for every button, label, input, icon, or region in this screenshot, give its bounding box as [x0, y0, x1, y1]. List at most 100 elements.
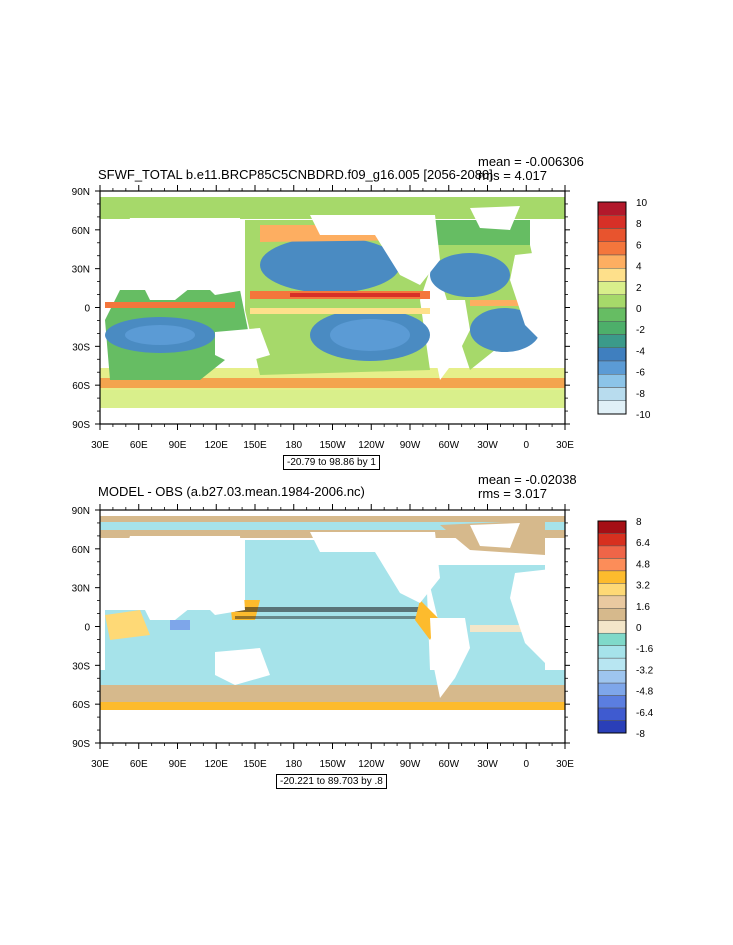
y-tick-label: 60N — [72, 545, 90, 556]
x-tick-label: 90W — [400, 440, 421, 451]
panel-sfwf-total: SFWF_TOTAL b.e11.BRCP85C5CNBDRD.f09_g16.… — [0, 150, 733, 480]
colorbar-swatch — [597, 307, 627, 322]
southern-ocean-rain-band — [100, 378, 565, 388]
y-tick-label: 0 — [84, 623, 90, 634]
x-tick-label: 90E — [169, 759, 187, 770]
south-atlantic-evap — [470, 308, 540, 352]
x-tick-label: 150W — [319, 759, 346, 770]
x-tick-label: 150E — [243, 759, 267, 770]
south-america-land — [430, 300, 470, 380]
x-tick-label: 180 — [285, 759, 302, 770]
colorbar-swatch — [597, 374, 627, 388]
colorbar-swatch — [597, 360, 627, 375]
colorbar-label: 0 — [636, 623, 642, 634]
colorbar-swatch — [597, 281, 627, 295]
x-tick-label: 30E — [556, 440, 574, 451]
greenland-land — [470, 206, 520, 230]
x-tick-label: 120E — [205, 759, 229, 770]
colorbar-swatch — [597, 228, 627, 242]
colorbar-label: 10 — [636, 198, 648, 209]
colorbar-swatch — [597, 657, 627, 671]
x-tick-label: 120W — [358, 440, 385, 451]
colorbar-label: 6.4 — [636, 538, 650, 549]
south-america-land — [430, 618, 470, 698]
contour-lines — [235, 607, 420, 612]
colorbar-swatch — [597, 720, 627, 734]
colorbar-swatch — [597, 533, 627, 547]
panel-title: SFWF_TOTAL b.e11.BRCP85C5CNBDRD.f09_g16.… — [98, 167, 493, 182]
eurasia-land — [120, 536, 245, 620]
y-tick-label: 90S — [72, 420, 90, 431]
x-tick-label: 60W — [438, 440, 459, 451]
colorbar-swatch — [597, 570, 627, 584]
panel-title: MODEL - OBS (a.b27.03.mean.1984-2006.nc) — [98, 484, 365, 499]
antarctica-land — [100, 714, 565, 743]
x-tick-label: 120E — [205, 440, 229, 451]
y-tick-label: 30S — [72, 661, 90, 672]
x-axis: 30E 60E 90E 120E 150E 180 150W 120W 90W 60W 30W 0 30… — [91, 185, 574, 451]
colorbar-label: -8 — [636, 729, 645, 740]
colorbar: 10 8 6 4 2 0 -2 -4 -6 -8 -10 — [597, 198, 651, 421]
colorbar-swatch — [597, 241, 627, 256]
colorbar-swatch — [597, 583, 627, 597]
rms-value: rms = 3.017 — [478, 486, 548, 501]
north-atlantic-evap — [430, 253, 510, 297]
australia-land — [215, 648, 270, 685]
colorbar-label: -6 — [636, 368, 645, 379]
north-pacific-evap — [260, 237, 400, 293]
colorbar-swatch — [597, 695, 627, 709]
colorbar-swatch — [597, 254, 627, 269]
x-axis: 30E 60E 90E 120E 150E 180 150W 120W 90W 60W 30W 0 30… — [91, 504, 574, 770]
y-tick-label: 30N — [72, 584, 90, 595]
y-tick-label: 0 — [84, 304, 90, 315]
y-axis: 90N 60N 30N 0 30S 60S 90S — [72, 187, 570, 431]
panel-model-minus-obs: MODEL - OBS (a.b27.03.mean.1984-2006.nc)… — [0, 470, 733, 800]
colorbar-label: -6.4 — [636, 708, 654, 719]
x-tick-label: 150W — [319, 440, 346, 451]
colorbar-swatch — [597, 608, 627, 622]
colorbar-swatch — [597, 707, 627, 721]
colorbar: 8 6.4 4.8 3.2 1.6 0 -1.6 -3.2 -4.8 -6.4 -8 — [597, 517, 654, 740]
colorbar-swatch — [597, 201, 627, 216]
x-tick-label: 0 — [523, 759, 529, 770]
colorbar-swatch — [597, 400, 627, 415]
y-tick-label: 90S — [72, 739, 90, 750]
y-tick-label: 30N — [72, 265, 90, 276]
contour-range-label: -20.221 to 89.703 by .8 — [276, 774, 387, 789]
africa-land — [510, 568, 565, 663]
colorbar-label: 8 — [636, 517, 642, 528]
colorbar-swatch — [597, 632, 627, 646]
eurasia-land — [120, 218, 245, 300]
colorbar-label: 0 — [636, 304, 642, 315]
colorbar-swatch — [597, 620, 627, 634]
x-tick-label: 0 — [523, 440, 529, 451]
x-tick-label: 90E — [169, 440, 187, 451]
y-tick-label: 60S — [72, 700, 90, 711]
x-tick-label: 60E — [130, 440, 148, 451]
colorbar-swatch — [597, 520, 627, 534]
colorbar-label: -4 — [636, 346, 645, 357]
x-tick-label: 90W — [400, 759, 421, 770]
colorbar-label: 8 — [636, 219, 642, 230]
map-field — [100, 510, 565, 743]
colorbar-swatch — [597, 268, 627, 282]
southern-ocean-outer — [100, 390, 565, 408]
north-america-land — [310, 532, 440, 603]
y-tick-label: 60N — [72, 226, 90, 237]
map-figure: 90N 60N 30N 0 30S 60S 90S 30E 60E 90E 120E 150E 180… — [72, 185, 651, 451]
contour-range-label: -20.79 to 98.86 by 1 — [283, 455, 380, 470]
africa-land — [510, 250, 565, 345]
x-tick-label: 30E — [91, 759, 109, 770]
x-tick-label: 30W — [477, 759, 498, 770]
x-tick-label: 180 — [285, 440, 302, 451]
colorbar-label: 2 — [636, 283, 642, 294]
x-tick-label: 60W — [438, 759, 459, 770]
colorbar-label: 1.6 — [636, 602, 650, 613]
y-tick-label: 30S — [72, 342, 90, 353]
y-tick-label: 60S — [72, 381, 90, 392]
colorbar-frame — [597, 201, 627, 415]
colorbar-swatch — [597, 347, 627, 362]
antarctica-land — [100, 408, 565, 424]
australia-land — [215, 328, 270, 365]
colorbar-label: -3.2 — [636, 665, 654, 676]
